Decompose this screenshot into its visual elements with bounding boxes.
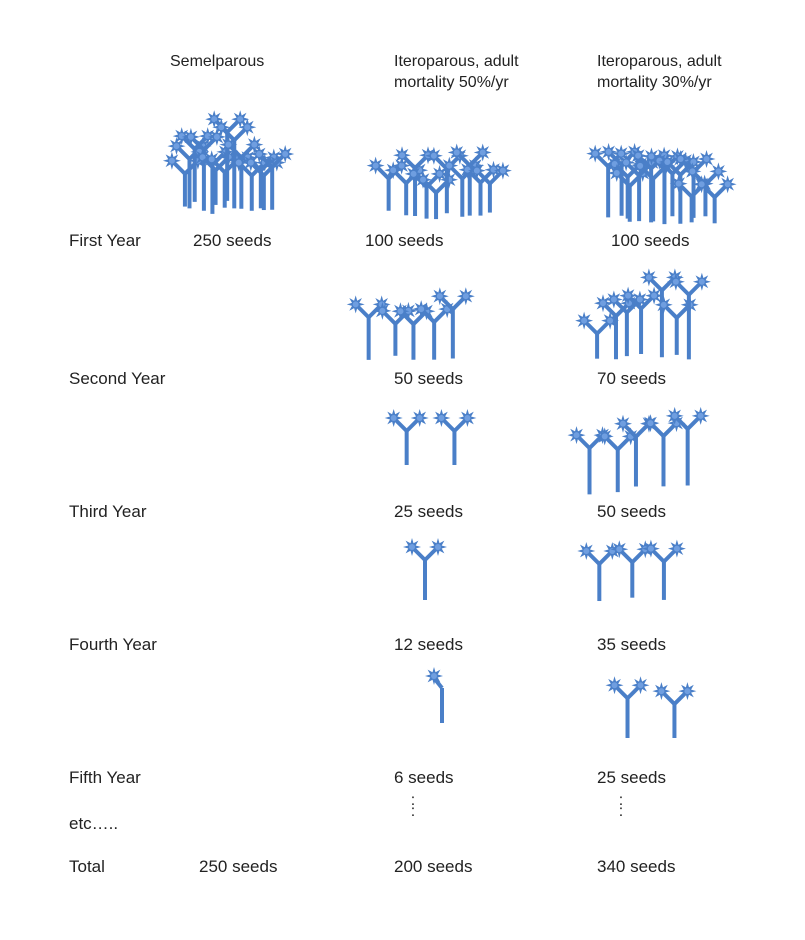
plant-icon: [404, 164, 449, 219]
plant-icon: [250, 145, 295, 210]
fifth-year-itero30: 25 seeds: [597, 768, 666, 787]
plant-icon: [641, 539, 686, 600]
total-semelparous: 250 seeds: [199, 857, 278, 876]
plant-icon: [575, 311, 620, 359]
header-itero50-line1: Iteroparous, adult: [394, 53, 519, 70]
second-year-itero50: 50 seeds: [394, 369, 463, 388]
plant-icon: [412, 300, 457, 360]
header-itero50-line2: mortality 50%/yr: [394, 74, 509, 91]
third-year-itero50: 25 seeds: [394, 502, 463, 521]
row-label-fifth-year: Fifth Year: [69, 768, 141, 787]
second-year-itero30: 70 seeds: [597, 369, 666, 388]
plant-icon: [414, 170, 458, 220]
row-label-fourth-year: Fourth Year: [69, 635, 157, 654]
total-itero50: 200 seeds: [394, 857, 473, 876]
plant-icon: [447, 143, 492, 216]
plant-icon: [692, 175, 737, 224]
third-year-itero30: 50 seeds: [597, 502, 666, 521]
first-year-semelparous: 250 seeds: [193, 231, 272, 250]
header-itero30-line1: Iteroparous, adult: [597, 53, 722, 70]
row-label-third-year: Third Year: [69, 502, 147, 521]
plant-icon: [595, 427, 640, 493]
plant-icon: [403, 538, 447, 600]
plant-icon: [605, 676, 650, 738]
plant-icon: [671, 150, 716, 218]
row-label-second-year: Second Year: [69, 369, 166, 388]
plant-icon: [619, 286, 664, 354]
plant-icon: [425, 667, 444, 723]
first-year-itero30: 100 seeds: [611, 231, 690, 250]
plant-icon: [384, 409, 429, 465]
fourth-year-itero50: 12 seeds: [394, 635, 463, 654]
header-semelparous: Semelparous: [170, 53, 265, 70]
plant-icon: [430, 287, 475, 359]
first-year-itero50: 100 seeds: [365, 231, 444, 250]
plant-icon: [432, 409, 477, 465]
fifth-year-itero50: 6 seeds: [394, 768, 454, 787]
plant-icon: [373, 301, 418, 356]
plant-icon: [666, 272, 711, 360]
plant-icon: [604, 290, 649, 357]
plant-icon: [346, 295, 391, 360]
plant-icon: [665, 406, 710, 486]
row-label-total: Total: [69, 857, 105, 876]
etc-label: etc…..: [69, 814, 119, 833]
plant-icon: [652, 682, 697, 738]
header-itero30-line2: mortality 30%/yr: [597, 74, 712, 91]
total-itero30: 340 seeds: [597, 857, 676, 876]
continuation-dots-itero30: : :: [618, 792, 624, 820]
plant-icon: [467, 161, 512, 213]
plant-icon: [641, 414, 686, 487]
plant-icon: [577, 542, 622, 602]
fourth-year-itero30: 35 seeds: [597, 635, 666, 654]
row-label-first-year: First Year: [69, 231, 141, 250]
continuation-dots-itero50: : :: [410, 792, 416, 820]
